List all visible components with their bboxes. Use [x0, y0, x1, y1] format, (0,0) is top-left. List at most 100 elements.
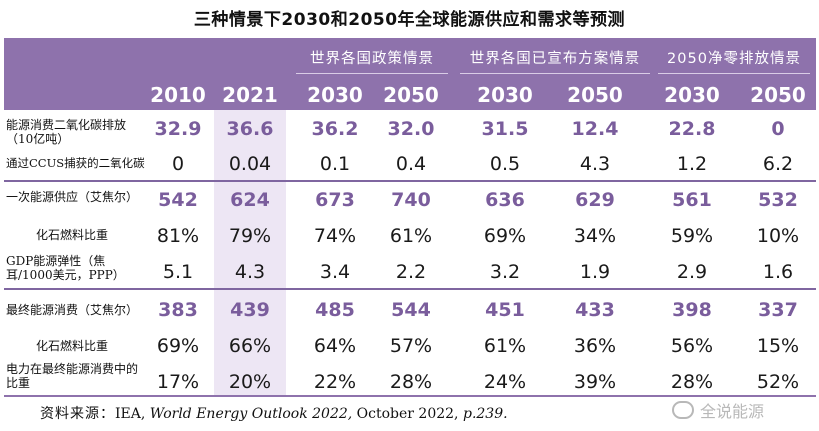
table-cell: 433	[575, 299, 615, 321]
row-label-final-energy-consumption: 最终能源消费（艾焦尔）	[6, 303, 139, 317]
table-cell: 337	[758, 299, 798, 321]
year-header: 2010	[150, 83, 206, 107]
table-title: 三种情景下2030和2050年全球能源供应和需求等预测	[193, 10, 626, 30]
table-cell: 36.2	[311, 118, 359, 140]
table-cell: 22.8	[668, 118, 716, 140]
table-cell: 0	[171, 153, 185, 175]
table-cell: 3.2	[489, 261, 521, 283]
table-cell: 28%	[389, 371, 433, 393]
scenario-net-zero-2050: 2050净零排放情景	[667, 51, 801, 67]
table-cell: 0.04	[228, 153, 272, 175]
year-header: 2030	[307, 83, 363, 107]
row-label-ccus-captured: 通过CCUS捕获的二氧化碳	[6, 156, 145, 170]
table-cell: 34%	[573, 225, 617, 247]
table-cell: 0	[771, 118, 785, 140]
source-page-prefix: p	[462, 406, 472, 422]
source-report: World Energy Outlook 2022,	[149, 406, 353, 422]
table-cell: 36%	[573, 335, 617, 357]
table-cell: 624	[230, 189, 270, 211]
table-cell: 81%	[156, 225, 200, 247]
year-header: 2021	[222, 83, 278, 107]
scenario-stated-policies: 世界各国政策情景	[310, 51, 434, 67]
row-label-primary-energy-supply: 一次能源供应（艾焦尔）	[6, 190, 139, 204]
watermark: 全说能源	[672, 398, 764, 422]
table-cell: 740	[391, 189, 431, 211]
table-cell: 79%	[228, 225, 272, 247]
table-cell: 542	[158, 189, 198, 211]
year-header: 2030	[477, 83, 533, 107]
table-cell: 74%	[313, 225, 357, 247]
source-page: p.239.	[463, 406, 508, 422]
scenario-underline	[658, 73, 810, 74]
row-group-separator	[4, 180, 816, 182]
table-cell: 561	[672, 189, 712, 211]
table-cell: 1.9	[579, 261, 611, 283]
year-header: 2030	[664, 83, 720, 107]
table-cell: 544	[391, 299, 431, 321]
source-note: 资料来源：IEA, World Energy Outlook 2022, Oct…	[40, 403, 508, 423]
energy-forecast-table: 世界各国政策情景 世界各国已宣布方案情景 2050净零排放情景 2010 202…	[4, 38, 816, 397]
table-cell: 28%	[670, 371, 714, 393]
year-header: 2050	[567, 83, 623, 107]
table-cell: 61%	[483, 335, 527, 357]
table-cell: 636	[485, 189, 525, 211]
table-cell: 24%	[483, 371, 527, 393]
table-cell: 383	[158, 299, 198, 321]
table-cell: 2.9	[676, 261, 708, 283]
row-label-co2-emissions: 能源消费二氧化碳排放（10亿吨）	[6, 118, 127, 146]
table-cell: 10%	[756, 225, 800, 247]
table-cell: 31.5	[481, 118, 529, 140]
table-cell: 20%	[228, 371, 272, 393]
source-page-number: .239.	[471, 406, 508, 422]
row-label-fossil-share-final: 化石燃料比重	[36, 339, 109, 353]
table-cell: 3.4	[319, 261, 351, 283]
table-cell: 66%	[228, 335, 272, 357]
table-cell: 36.6	[226, 118, 274, 140]
row-label-electricity-share: 电力在最终能源消费中的比重	[6, 362, 139, 390]
table-cell: 629	[575, 189, 615, 211]
table-cell: 0.4	[395, 153, 427, 175]
table-cell: 17%	[156, 371, 200, 393]
row-group-separator	[4, 288, 816, 290]
table-cell: 59%	[670, 225, 714, 247]
table-cell: 12.4	[571, 118, 619, 140]
table-cell: 69%	[483, 225, 527, 247]
table-bottom-border	[4, 395, 816, 397]
table-cell: 61%	[389, 225, 433, 247]
table-cell: 57%	[389, 335, 433, 357]
table-cell: 4.3	[579, 153, 611, 175]
source-prefix: 资料来源：	[40, 406, 115, 422]
table-cell: 451	[485, 299, 525, 321]
table-cell: 32.0	[387, 118, 435, 140]
table-cell: 69%	[156, 335, 200, 357]
scenario-announced-pledges: 世界各国已宣布方案情景	[469, 51, 641, 67]
table-cell: 532	[758, 189, 798, 211]
table-cell: 64%	[313, 335, 357, 357]
scenario-underline	[460, 73, 650, 74]
table-cell: 32.9	[154, 118, 202, 140]
highlight-column-2021	[214, 110, 286, 396]
scenario-underline	[296, 73, 448, 74]
table-cell: 15%	[756, 335, 800, 357]
table-cell: 2.2	[395, 261, 427, 283]
row-label-fossil-share-supply: 化石燃料比重	[36, 228, 109, 242]
year-header: 2050	[383, 83, 439, 107]
table-cell: 673	[315, 189, 355, 211]
source-org: IEA,	[115, 406, 150, 422]
table-cell: 22%	[313, 371, 357, 393]
table-header-band	[4, 38, 816, 110]
table-cell: 485	[315, 299, 355, 321]
table-cell: 52%	[756, 371, 800, 393]
table-cell: 0.5	[489, 153, 521, 175]
table-cell: 56%	[670, 335, 714, 357]
row-label-gdp-energy-intensity: GDP能源弹性（焦耳/1000美元，PPP）	[6, 254, 125, 282]
table-cell: 5.1	[162, 261, 194, 283]
chat-bubble-icon	[672, 401, 694, 419]
source-date: October 2022,	[352, 406, 463, 422]
table-cell: 6.2	[762, 153, 794, 175]
table-cell: 398	[672, 299, 712, 321]
table-cell: 1.6	[762, 261, 794, 283]
watermark-text: 全说能源	[700, 402, 765, 421]
table-cell: 439	[230, 299, 270, 321]
table-cell: 39%	[573, 371, 617, 393]
